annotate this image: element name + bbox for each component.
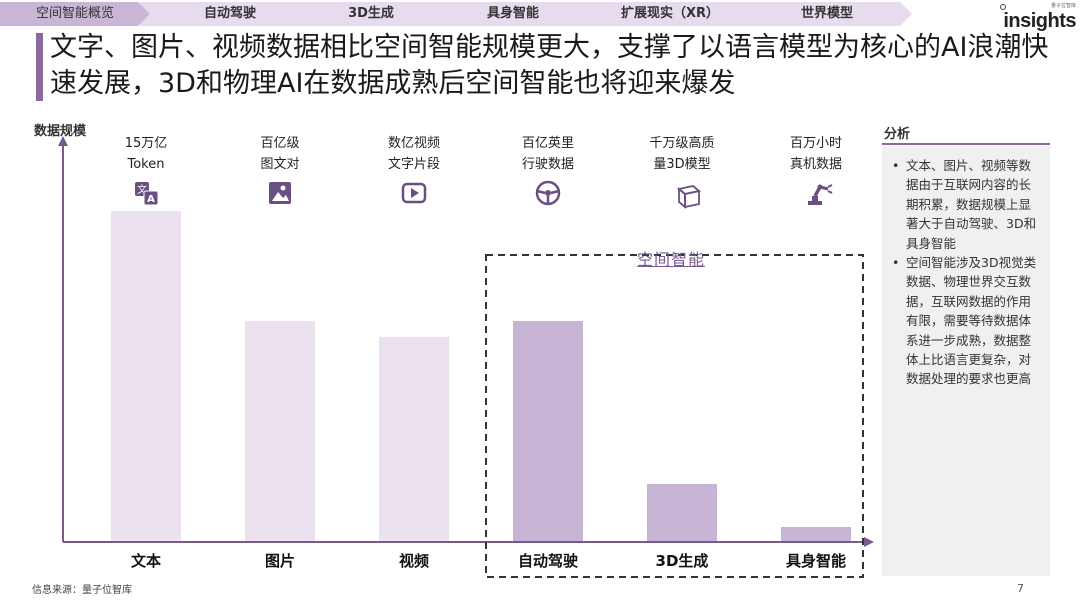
title-accent-bar: [36, 33, 43, 101]
analysis-title: 分析: [884, 127, 911, 142]
logo-dot-icon: [1000, 4, 1006, 10]
y-axis-title: 数据规模: [34, 124, 87, 139]
x-axis-arrow: [864, 537, 874, 547]
x-label-text: 文本: [130, 552, 161, 570]
y-axis-arrow: [58, 136, 68, 146]
scale-header-line: 15万亿: [124, 136, 168, 151]
scale-header-line: 图文对: [260, 157, 300, 172]
analysis-bullet: 文本、图片、视频等数据由于互联网内容的长期积累，数据规模上显著大于自动驾驶、3D…: [892, 156, 1042, 253]
logo-small-text: 量子位智库: [1050, 3, 1076, 9]
bars-group: [111, 211, 851, 541]
tab-3d-generation[interactable]: 3D生成: [348, 6, 394, 21]
bar-text: [111, 211, 181, 541]
scale-header-line: 千万级高质: [649, 136, 715, 151]
scale-header-embodied: 百万小时 真机数据: [756, 133, 876, 175]
scale-header-text: 15万亿 Token: [86, 133, 206, 175]
logo-text: insights: [1003, 10, 1076, 32]
scale-header-line: 量3D模型: [653, 157, 711, 172]
scale-header-3d: 千万级高质 量3D模型: [622, 133, 742, 175]
page-title: 文字、图片、视频数据相比空间智能规模更大，支撑了以语言模型为核心的AI浪潮快速发…: [50, 32, 1049, 99]
scale-header-driving: 百亿英里 行驶数据: [488, 133, 608, 175]
scale-header-line: 百亿英里: [521, 136, 574, 151]
analysis-list: 文本、图片、视频等数据由于互联网内容的长期积累，数据规模上显著大于自动驾驶、3D…: [892, 156, 1042, 389]
scale-header-line: 百亿级: [260, 136, 300, 151]
spatial-intelligence-label: 空间智能: [637, 250, 706, 269]
bar-video: [379, 337, 449, 541]
tab-spatial-overview[interactable]: 空间智能概览: [0, 2, 150, 26]
robot-arm-icon: [808, 184, 833, 205]
svg-text:文: 文: [137, 183, 147, 196]
analysis-panel: 文本、图片、视频等数据由于互联网内容的长期积累，数据规模上显著大于自动驾驶、3D…: [882, 146, 1050, 576]
x-label-video: 视频: [398, 552, 429, 570]
tab-autonomous-driving[interactable]: 自动驾驶: [203, 6, 256, 21]
bar-embodied-ai: [781, 527, 851, 541]
bar-3d-generation: [647, 484, 717, 541]
scale-header-video: 数亿视频 文字片段: [354, 133, 474, 175]
source-note: 信息来源：量子位智库: [32, 585, 132, 596]
cube-icon: [677, 185, 701, 209]
section-nav: 空间智能概览 自动驾驶 3D生成 具身智能 扩展现实（XR） 世界模型: [0, 2, 912, 26]
video-play-icon: [401, 182, 427, 204]
scale-header-line: 数亿视频: [387, 136, 440, 151]
spatial-intelligence-group-border: [485, 254, 864, 578]
tab-world-model[interactable]: 世界模型: [800, 6, 853, 21]
scale-header-line: 行驶数据: [521, 157, 574, 172]
tab-embodied-ai[interactable]: 具身智能: [486, 6, 539, 21]
bar-autonomous-driving: [513, 321, 583, 541]
image-icon: [269, 182, 291, 204]
x-label-3d: 3D生成: [655, 552, 709, 570]
scale-header-line: Token: [127, 157, 165, 172]
steering-wheel-icon: [535, 180, 561, 206]
scale-header-line: 文字片段: [387, 157, 440, 172]
brand-logo: 量子位智库 insights: [994, 2, 1076, 32]
page-number: 7: [1017, 582, 1024, 595]
analysis-bullet: 空间智能涉及3D视觉类数据、物理世界交互数据，互联网数据的作用有限，需要等待数据…: [892, 253, 1042, 389]
svg-text:A: A: [147, 194, 155, 205]
scale-header-line: 真机数据: [789, 157, 842, 172]
tab-xr[interactable]: 扩展现实（XR）: [620, 6, 720, 21]
scale-header-line: 百万小时: [789, 136, 842, 151]
nav-background: [140, 2, 912, 26]
x-label-image: 图片: [264, 552, 295, 570]
translate-icon: 文 A: [135, 182, 159, 206]
bar-image: [245, 321, 315, 541]
scale-header-image: 百亿级 图文对: [220, 133, 340, 175]
x-label-embodied: 具身智能: [785, 552, 846, 570]
analysis-divider: [882, 143, 1050, 145]
x-label-driving: 自动驾驶: [517, 552, 578, 570]
